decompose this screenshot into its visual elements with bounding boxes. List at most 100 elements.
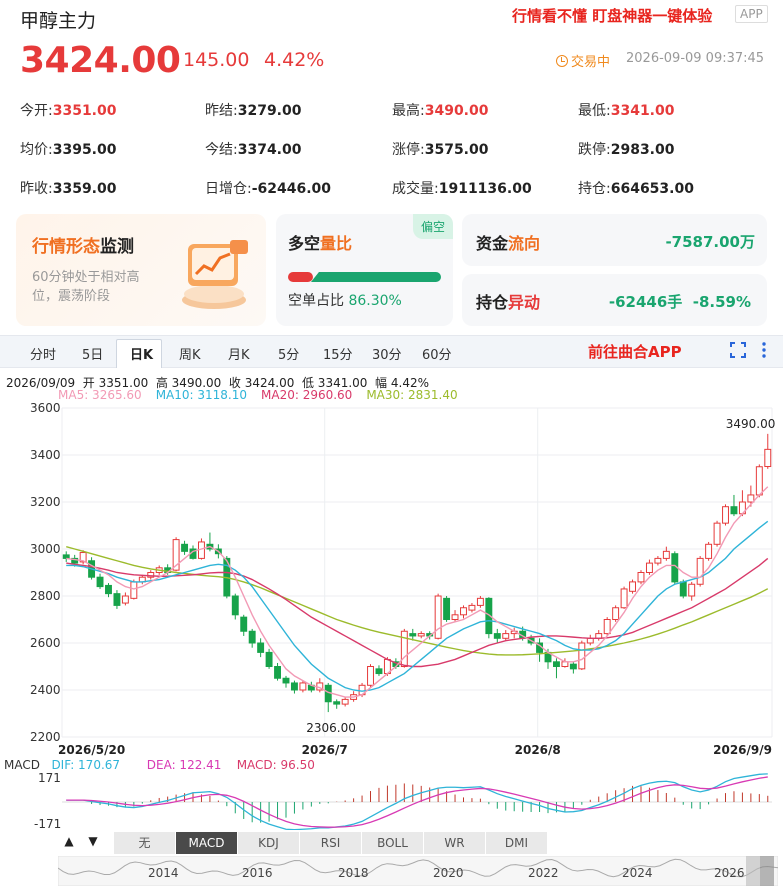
- stat-item: 涨停:3575.00: [392, 139, 488, 159]
- stat-item: 持仓:664653.00: [578, 178, 694, 198]
- candle-body: [561, 661, 569, 667]
- stat-item: 今结:3374.00: [205, 139, 301, 159]
- candle: [595, 630, 603, 641]
- timeline-navigator[interactable]: 2014 2016 2018 2020 2022 2024 2026: [58, 856, 778, 886]
- candle: [730, 494, 738, 517]
- long-short-card[interactable]: 多空量比 偏空 空单占比 86.30%: [276, 214, 453, 326]
- candle-body: [603, 619, 611, 635]
- indicator-tab[interactable]: KDJ: [238, 832, 300, 854]
- tab-period[interactable]: 日K: [130, 348, 154, 363]
- timeline-year: 2014: [148, 866, 179, 880]
- tab-period[interactable]: 分时: [30, 348, 57, 363]
- low-annotation: 2306.00: [306, 721, 356, 735]
- app-badge[interactable]: APP: [735, 5, 768, 23]
- stat-label: 持仓:: [578, 181, 611, 197]
- tab-period[interactable]: 30分: [372, 348, 402, 363]
- candle-body: [476, 597, 484, 606]
- ma-legend: MA5: 3265.60 MA10: 3118.10 MA20: 2960.60 MA…: [58, 388, 472, 402]
- candle-body: [713, 522, 721, 545]
- macd-top-label: 171: [38, 771, 61, 785]
- stat-item: 昨结:3279.00: [205, 100, 301, 120]
- candle: [121, 592, 129, 606]
- fullscreen-icon[interactable]: [729, 341, 747, 359]
- candle: [96, 573, 104, 589]
- y-tick-label: 2600: [30, 636, 61, 650]
- candle: [629, 579, 636, 594]
- stat-value: 3341.00: [610, 103, 675, 119]
- tab-period[interactable]: 60分: [422, 348, 452, 363]
- goto-app-link[interactable]: 前往曲合APP: [588, 343, 682, 361]
- stat-value: 3351.00: [52, 103, 117, 119]
- timeline-year: 2020: [433, 866, 464, 880]
- candle-body: [722, 506, 729, 524]
- candle: [316, 678, 324, 693]
- candle-body: [696, 557, 704, 585]
- stat-value: 3374.00: [237, 142, 302, 158]
- ma10-line: [66, 520, 769, 692]
- candle: [586, 634, 594, 646]
- x-tick-label: 2026/5/20: [58, 743, 125, 757]
- candle-body: [502, 633, 510, 639]
- candle: [654, 556, 662, 566]
- candle: [240, 614, 248, 636]
- candle-body: [375, 668, 383, 675]
- candle: [553, 658, 560, 679]
- stat-label: 日增仓:: [205, 181, 252, 197]
- stat-item: 最低:3341.00: [578, 100, 674, 120]
- indicator-tab[interactable]: 无: [114, 832, 176, 854]
- fund-flow-card[interactable]: 资金流向 -7587.00万: [462, 214, 767, 266]
- candle-body: [620, 588, 628, 609]
- candle-body: [121, 595, 129, 604]
- candle: [409, 628, 417, 641]
- tab-period[interactable]: 5分: [278, 348, 300, 363]
- more-icon[interactable]: [760, 341, 768, 359]
- indicator-tab[interactable]: BOLL: [362, 832, 424, 854]
- tab-period[interactable]: 15分: [323, 348, 353, 363]
- timeline-year: 2022: [528, 866, 559, 880]
- candlestick-chart[interactable]: 3600 3400 3200 3000 2800 2600 2400 2200 3490.00 2…: [0, 400, 783, 760]
- candle: [696, 556, 704, 587]
- candle-body: [248, 630, 256, 644]
- macd-chart[interactable]: 171 -171: [0, 770, 783, 830]
- position-change-card[interactable]: 持仓异动 -62446手 -8.59%: [462, 274, 767, 326]
- long-short-bar: [288, 267, 441, 282]
- candle-body: [367, 666, 374, 686]
- indicator-tab[interactable]: RSI: [300, 832, 362, 854]
- candle: [257, 638, 265, 658]
- short-ratio: 空单占比 86.30%: [288, 293, 402, 309]
- timeline-year: 2024: [622, 866, 653, 880]
- high-annotation: 3490.00: [726, 417, 776, 431]
- candle-body: [629, 581, 636, 592]
- tab-period[interactable]: 5日: [82, 348, 104, 363]
- candle: [502, 630, 510, 641]
- tab-period[interactable]: 月K: [228, 348, 250, 363]
- candle: [138, 574, 146, 585]
- promo-link[interactable]: 行情看不懂 盯盘神器一键体验: [512, 7, 713, 25]
- stat-label: 涨停:: [392, 142, 425, 158]
- candle: [400, 628, 408, 668]
- candle-body: [282, 677, 290, 684]
- candle: [290, 680, 298, 694]
- indicator-tab[interactable]: WR: [424, 832, 486, 854]
- candle-body: [417, 633, 425, 637]
- stat-value: 3575.00: [424, 142, 489, 158]
- timeline-handle: [746, 856, 760, 886]
- tab-period[interactable]: 周K: [179, 348, 201, 363]
- candle: [451, 610, 459, 622]
- long-short-title: 多空量比: [288, 234, 353, 253]
- candle: [578, 640, 586, 671]
- candle-body: [493, 633, 501, 639]
- dif-line: [66, 773, 768, 830]
- candle: [612, 605, 620, 622]
- scroll-down-icon[interactable]: ▼: [88, 834, 98, 848]
- indicator-tab[interactable]: DMI: [486, 832, 548, 854]
- candle-body: [569, 663, 577, 670]
- candle-body: [341, 698, 349, 705]
- candle-body: [96, 576, 104, 588]
- candle: [460, 605, 467, 619]
- candle: [367, 664, 374, 688]
- scroll-up-icon[interactable]: ▲: [64, 834, 74, 848]
- indicator-tab[interactable]: MACD: [176, 832, 238, 854]
- pattern-monitor-card[interactable]: 行情形态监测 60分钟处于相对高位，震荡阶段: [16, 214, 266, 326]
- candle-body: [645, 562, 653, 574]
